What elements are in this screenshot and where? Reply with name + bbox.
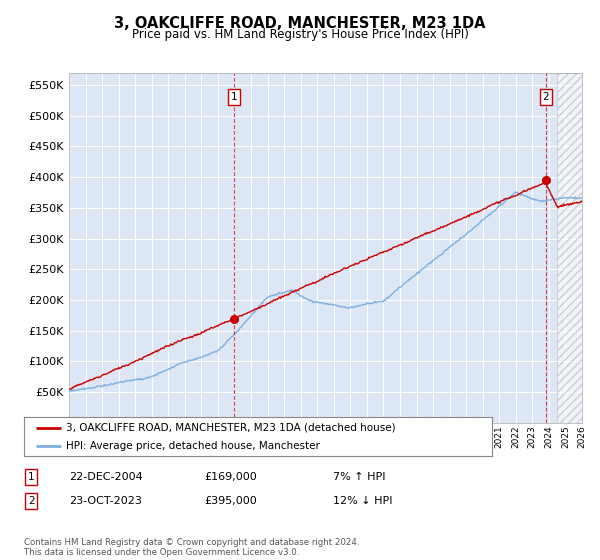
Text: £169,000: £169,000 (204, 472, 257, 482)
Text: Contains HM Land Registry data © Crown copyright and database right 2024.
This d: Contains HM Land Registry data © Crown c… (24, 538, 359, 557)
Text: 23-OCT-2023: 23-OCT-2023 (69, 496, 142, 506)
Text: £395,000: £395,000 (204, 496, 257, 506)
Text: 22-DEC-2004: 22-DEC-2004 (69, 472, 143, 482)
Text: Price paid vs. HM Land Registry's House Price Index (HPI): Price paid vs. HM Land Registry's House … (131, 28, 469, 41)
Text: 2: 2 (542, 92, 549, 102)
Text: 12% ↓ HPI: 12% ↓ HPI (333, 496, 392, 506)
Text: 3, OAKCLIFFE ROAD, MANCHESTER, M23 1DA (detached house): 3, OAKCLIFFE ROAD, MANCHESTER, M23 1DA (… (66, 423, 396, 433)
Text: 2: 2 (28, 496, 35, 506)
Text: 7% ↑ HPI: 7% ↑ HPI (333, 472, 386, 482)
Text: 3, OAKCLIFFE ROAD, MANCHESTER, M23 1DA: 3, OAKCLIFFE ROAD, MANCHESTER, M23 1DA (114, 16, 486, 31)
Text: HPI: Average price, detached house, Manchester: HPI: Average price, detached house, Manc… (66, 441, 320, 451)
Text: 1: 1 (230, 92, 237, 102)
Text: 1: 1 (28, 472, 35, 482)
